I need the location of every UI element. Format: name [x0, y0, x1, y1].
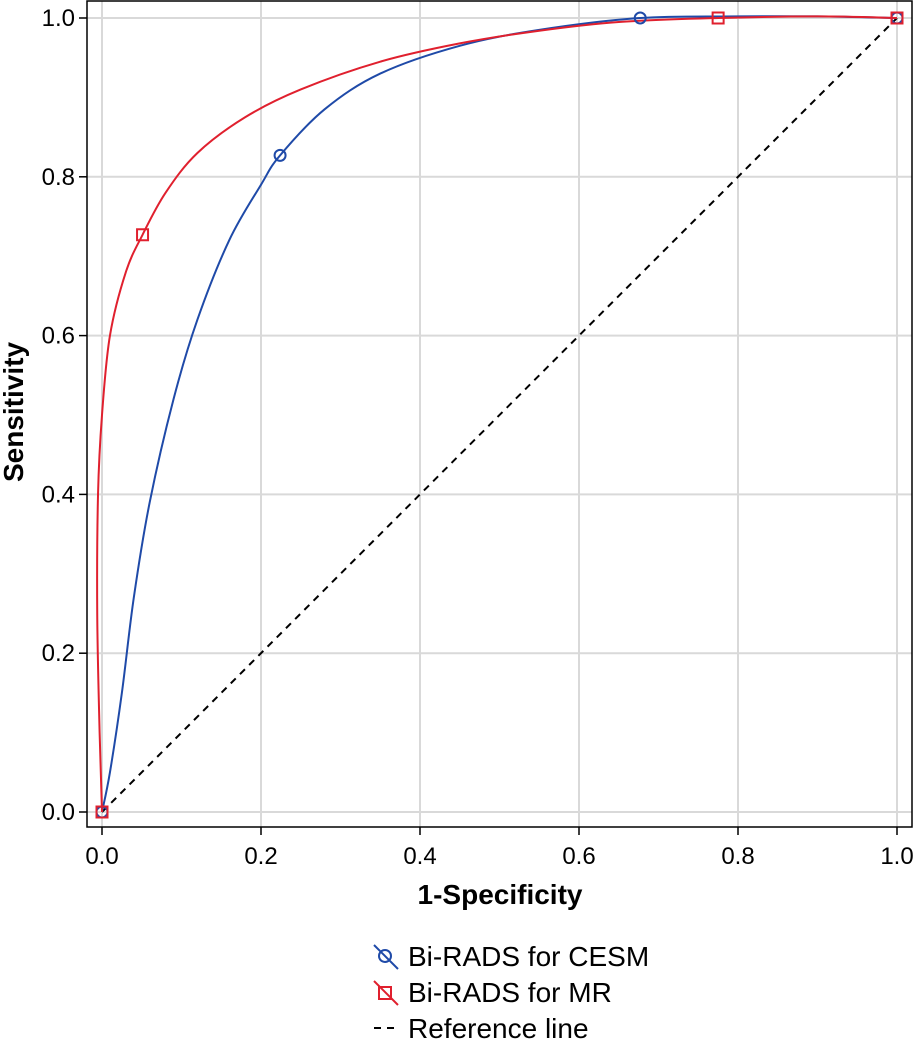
- legend-cesm-circle-icon: [378, 949, 392, 963]
- legend-cesm-label: Bi-RADS for CESM: [408, 941, 649, 972]
- legend-mr-line-icon: [373, 980, 399, 1006]
- ticks: 0.0 0.2 0.4 0.6 0.8 1.0 0.0 0.2 0.4 0.6 0.8 1.0: [42, 5, 914, 870]
- legend-item-cesm: Bi-RADS for CESM: [373, 941, 649, 972]
- y-tick-label: 0.0: [42, 799, 75, 826]
- data-point-bi-rads-for-mr: [711, 11, 725, 25]
- x-tick-label: 0.2: [244, 843, 277, 870]
- x-tick-label: 0.6: [562, 843, 595, 870]
- x-tick-label: 0.8: [721, 843, 754, 870]
- legend: Bi-RADS for CESM Bi-RADS for MR Referenc…: [373, 941, 649, 1041]
- data-point-bi-rads-for-mr: [95, 805, 109, 819]
- data-point-bi-rads-for-mr: [890, 11, 904, 25]
- x-tick-label: 0.4: [403, 843, 436, 870]
- x-tick-label: 1.0: [880, 843, 913, 870]
- legend-cesm-line-icon: [373, 944, 399, 970]
- y-tick-label: 1.0: [42, 5, 75, 32]
- x-tick-label: 0.0: [85, 843, 118, 870]
- grid: [87, 1, 912, 827]
- series-layer: [95, 11, 904, 819]
- y-tick-label: 0.4: [42, 481, 75, 508]
- series-line-bi-rads-for-mr: [96, 15, 898, 813]
- y-tick-label: 0.2: [42, 640, 75, 667]
- series-line-bi-rads-for-cesm: [101, 15, 898, 813]
- y-tick-label: 0.6: [42, 323, 75, 350]
- legend-item-mr: Bi-RADS for MR: [373, 977, 612, 1008]
- y-axis-title: Sensitivity: [0, 342, 29, 482]
- data-point-bi-rads-for-mr: [136, 228, 150, 242]
- legend-reference-label: Reference line: [408, 1013, 589, 1041]
- data-point-bi-rads-for-cesm: [273, 148, 287, 162]
- x-axis-title: 1-Specificity: [418, 879, 583, 910]
- legend-mr-square-icon: [378, 986, 392, 1000]
- data-point-bi-rads-for-cesm: [633, 11, 647, 25]
- legend-mr-label: Bi-RADS for MR: [408, 977, 612, 1008]
- plot-frame: [86, 0, 913, 828]
- y-tick-label: 0.8: [42, 164, 75, 191]
- series-line-reference-line: [101, 17, 898, 813]
- legend-item-reference: Reference line: [374, 1013, 589, 1041]
